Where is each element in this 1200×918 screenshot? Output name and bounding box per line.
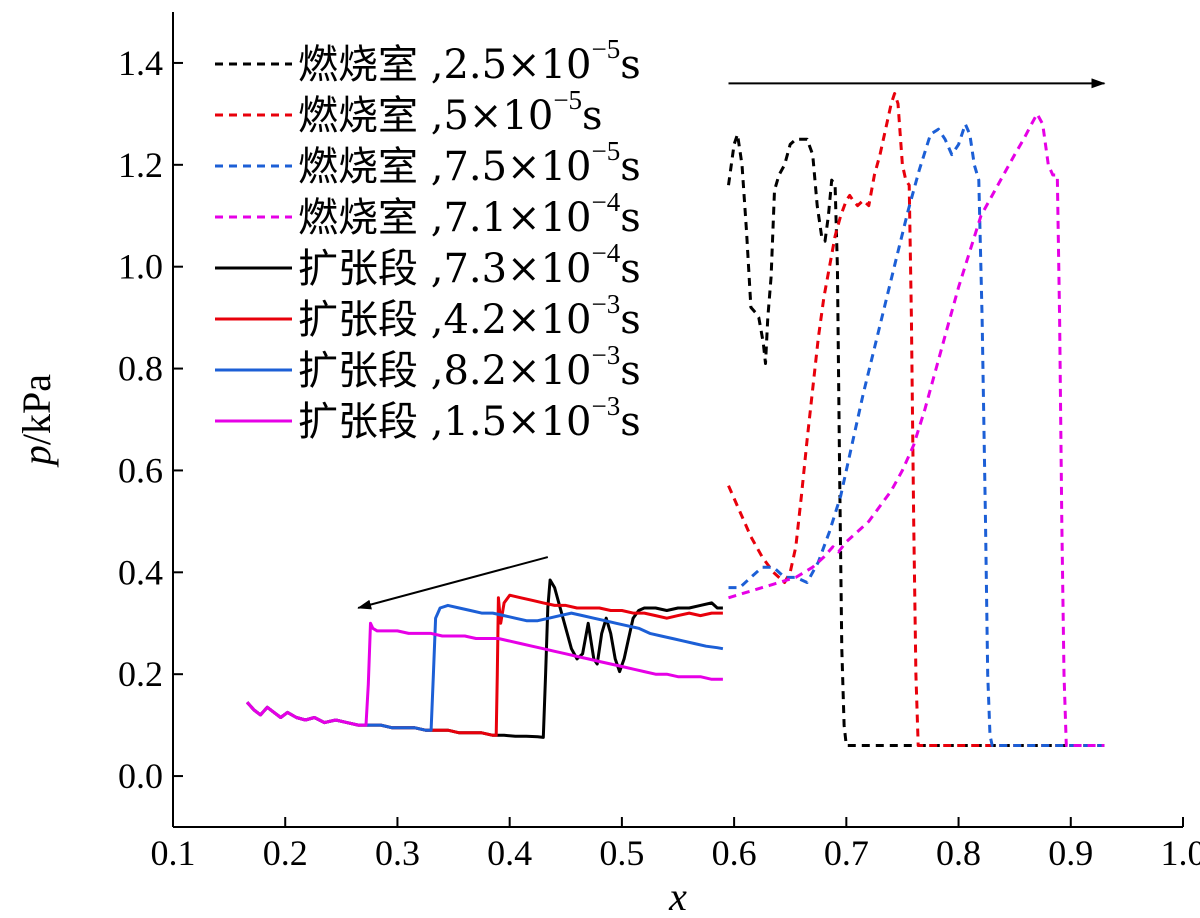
x-tick-label: 0.3 — [375, 833, 420, 873]
y-tick-label: 0.8 — [118, 349, 163, 389]
legend-unit: s — [620, 297, 641, 343]
legend-region: 燃烧室 — [298, 42, 418, 88]
y-tick-label: 0.0 — [118, 756, 163, 796]
legend-time: 2.5×10 — [443, 42, 591, 88]
annotation-arrow-2 — [357, 556, 549, 610]
legend-time: 7.5×10 — [443, 144, 591, 190]
axes: 0.1 0.2 0.3 0.4 0.5 0.6 0.7 0.8 0.9 1.0 0.0 0.2 0.4 0… — [14, 12, 1200, 918]
y-axis-variable: p — [14, 445, 59, 468]
legend-unit: s — [620, 144, 641, 190]
legend-unit: s — [620, 399, 641, 445]
series-line-1 — [727, 132, 1105, 747]
legend-separator: , — [418, 93, 443, 139]
x-tick-label: 0.2 — [263, 833, 308, 873]
x-tick-label: 0.1 — [151, 833, 196, 873]
legend-separator: , — [418, 42, 443, 88]
legend-label-1: 燃烧室 ,2.5×10−5s — [298, 34, 641, 88]
legend-exponent: −3 — [591, 391, 620, 421]
x-tick-label: 0.5 — [599, 833, 644, 873]
legend-unit: s — [620, 348, 641, 394]
x-tick-label: 0.8 — [936, 833, 981, 873]
series-line-2 — [727, 92, 1105, 747]
legend-label-2: 燃烧室 ,5×10−5s — [298, 85, 603, 139]
legend-exponent: −3 — [591, 289, 620, 319]
y-tick-label: 0.2 — [118, 654, 163, 694]
legend-exponent: −5 — [591, 34, 620, 64]
legend-time: 7.3×10 — [443, 246, 591, 292]
legend-separator: , — [418, 195, 443, 241]
legend-unit: s — [582, 93, 603, 139]
legend-exponent: −4 — [591, 238, 620, 268]
legend-time: 7.1×10 — [443, 195, 591, 241]
y-axis-label: p/kPa — [14, 374, 59, 468]
legend-time: 5×10 — [443, 93, 553, 139]
x-tick-label: 0.7 — [824, 833, 869, 873]
legend-exponent: −3 — [591, 340, 620, 370]
series-layer — [245, 92, 1105, 747]
legend-time: 1.5×10 — [443, 399, 591, 445]
x-axis-label: x — [668, 874, 687, 918]
annotation-layer — [357, 78, 1106, 610]
legend-region: 燃烧室 — [298, 93, 418, 139]
y-tick-label: 1.4 — [118, 43, 163, 83]
legend-exponent: −5 — [591, 136, 620, 166]
y-tick-label: 1.2 — [118, 145, 163, 185]
legend-time: 4.2×10 — [443, 297, 591, 343]
legend-unit: s — [620, 42, 641, 88]
series-line-6 — [245, 593, 723, 737]
legend-label-6: 扩张段 ,4.2×10−3s — [298, 289, 641, 343]
legend-separator: , — [418, 348, 443, 394]
legend-label-4: 燃烧室 ,7.1×10−4s — [298, 187, 641, 241]
legend-separator: , — [418, 297, 443, 343]
legend-region: 扩张段 — [298, 297, 418, 343]
y-axis-unit: /kPa — [14, 374, 59, 445]
x-tick-label: 0.9 — [1048, 833, 1093, 873]
legend-separator: , — [418, 246, 443, 292]
legend-time: 8.2×10 — [443, 348, 591, 394]
x-tick-label: 1.0 — [1161, 833, 1200, 873]
legend-region: 扩张段 — [298, 348, 418, 394]
legend-region: 扩张段 — [298, 246, 418, 292]
legend-exponent: −5 — [553, 85, 582, 115]
legend-label-7: 扩张段 ,8.2×10−3s — [298, 340, 641, 394]
legend-label-8: 扩张段 ,1.5×10−3s — [298, 391, 641, 445]
legend-separator: , — [418, 144, 443, 190]
legend-exponent: −4 — [591, 187, 620, 217]
legend-unit: s — [620, 246, 641, 292]
legend-separator: , — [418, 399, 443, 445]
legend-region: 燃烧室 — [298, 195, 418, 241]
legend-label-3: 燃烧室 ,7.5×10−5s — [298, 136, 641, 190]
legend-region: 燃烧室 — [298, 144, 418, 190]
series-line-5 — [245, 578, 723, 739]
x-tick-label: 0.6 — [712, 833, 757, 873]
x-tick-label: 0.4 — [487, 833, 532, 873]
series-line-8 — [245, 621, 723, 727]
series-line-3 — [728, 122, 1105, 747]
legend-region: 扩张段 — [298, 399, 418, 445]
y-tick-label: 0.4 — [118, 552, 163, 592]
legend-label-5: 扩张段 ,7.3×10−4s — [298, 238, 641, 292]
y-tick-label: 1.0 — [118, 247, 163, 287]
legend-unit: s — [620, 195, 641, 241]
series-line-7 — [245, 603, 724, 732]
y-tick-label: 0.6 — [118, 450, 163, 490]
